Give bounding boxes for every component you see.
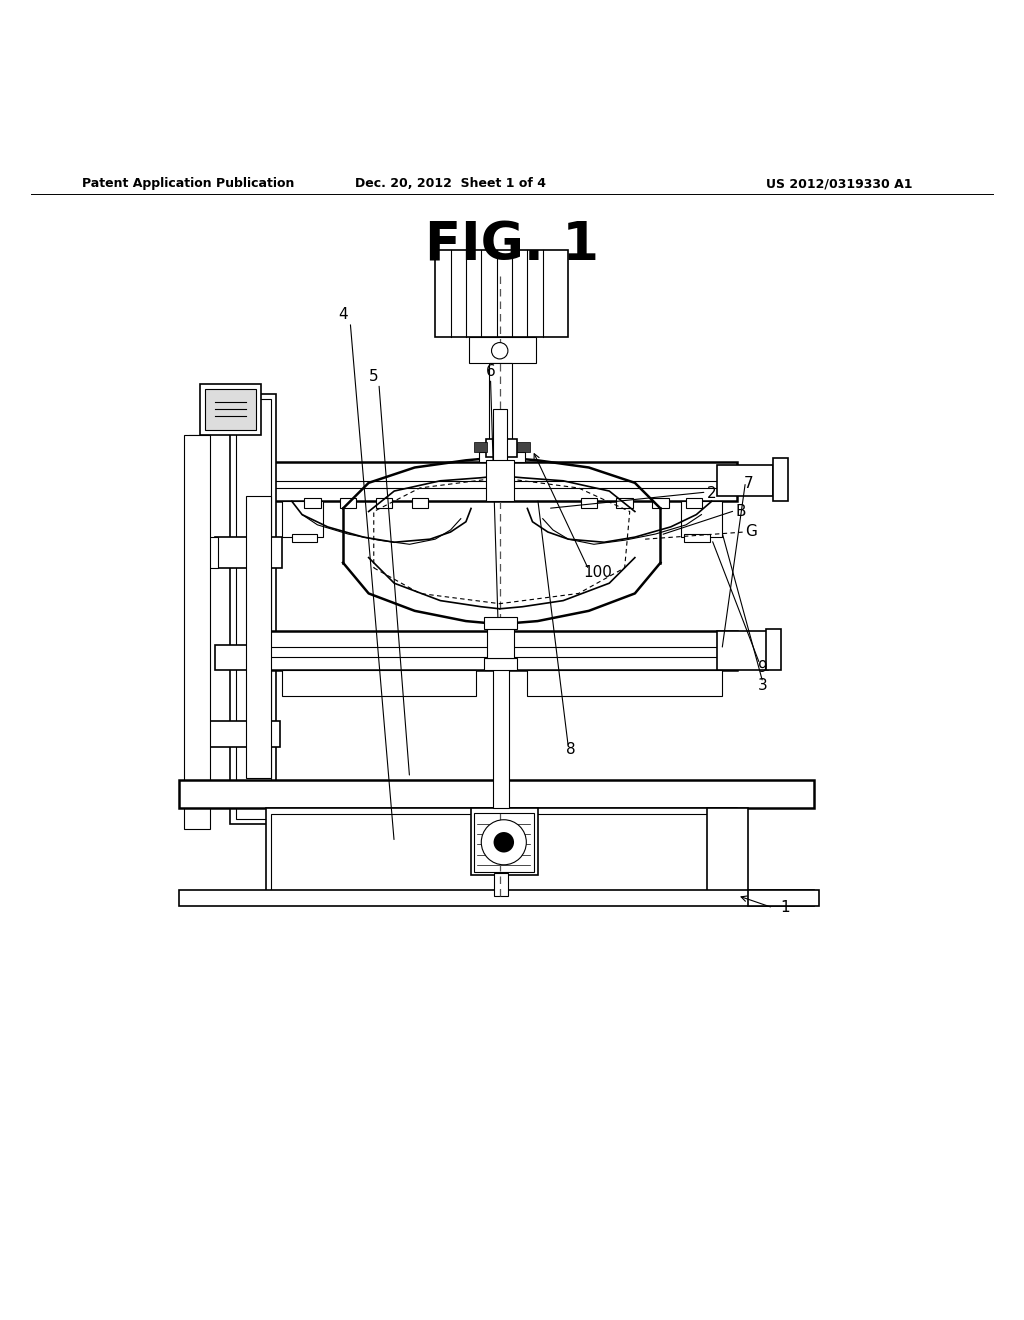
Bar <box>527 671 722 696</box>
Bar <box>205 388 256 429</box>
Bar <box>766 630 781 671</box>
Text: 1: 1 <box>780 900 790 915</box>
Bar <box>304 498 321 508</box>
Bar <box>215 644 282 671</box>
Bar <box>474 442 487 453</box>
Bar <box>282 671 476 696</box>
Bar <box>493 409 507 466</box>
Bar <box>487 627 514 657</box>
Bar <box>684 535 710 543</box>
Bar <box>686 498 702 508</box>
Bar <box>486 438 517 457</box>
Circle shape <box>481 820 526 865</box>
Text: 5: 5 <box>369 368 379 384</box>
Bar <box>652 498 669 508</box>
Bar <box>484 616 517 630</box>
Bar <box>493 665 509 808</box>
Text: FIG. 1: FIG. 1 <box>425 219 599 272</box>
Text: Dec. 20, 2012  Sheet 1 of 4: Dec. 20, 2012 Sheet 1 of 4 <box>355 177 546 190</box>
Text: US 2012/0319330 A1: US 2012/0319330 A1 <box>766 177 913 190</box>
Bar <box>494 873 508 895</box>
Bar <box>266 631 737 671</box>
Bar <box>681 502 722 537</box>
Text: 6: 6 <box>485 364 496 379</box>
Bar <box>184 434 210 829</box>
Circle shape <box>494 832 514 853</box>
Bar <box>200 384 261 434</box>
Bar <box>484 657 517 671</box>
Bar <box>616 498 633 508</box>
Bar <box>435 251 568 338</box>
Bar <box>474 813 534 873</box>
Circle shape <box>492 343 508 359</box>
Text: 9: 9 <box>758 660 768 675</box>
Bar <box>271 813 732 891</box>
Text: 4: 4 <box>338 308 348 322</box>
Bar <box>773 458 788 502</box>
Bar <box>200 722 280 747</box>
Text: 2: 2 <box>707 486 716 500</box>
Bar <box>481 444 524 462</box>
Bar <box>189 434 208 824</box>
Bar <box>517 442 530 453</box>
Bar <box>492 440 510 466</box>
Bar <box>230 393 276 824</box>
Bar <box>179 891 814 906</box>
Bar <box>376 498 392 508</box>
Bar <box>266 808 737 895</box>
Bar <box>486 461 514 502</box>
Bar <box>489 363 512 445</box>
Bar <box>184 783 809 805</box>
Text: G: G <box>745 524 758 540</box>
Bar <box>292 535 317 543</box>
Bar <box>717 631 768 671</box>
Bar <box>236 399 271 818</box>
Text: B: B <box>735 504 745 519</box>
Bar <box>340 498 356 508</box>
Bar <box>717 466 773 496</box>
Bar <box>748 891 819 906</box>
Text: 100: 100 <box>584 565 612 581</box>
Bar <box>276 466 732 498</box>
Bar <box>581 498 597 508</box>
Text: Patent Application Publication: Patent Application Publication <box>82 177 294 190</box>
Bar <box>282 502 323 537</box>
Text: 7: 7 <box>743 477 753 491</box>
Bar <box>215 537 282 568</box>
Bar <box>479 453 525 462</box>
Bar <box>707 808 748 895</box>
Bar <box>271 636 732 667</box>
Bar <box>246 496 271 777</box>
Bar <box>469 338 536 363</box>
Bar <box>200 537 218 568</box>
Bar <box>179 780 814 808</box>
Bar <box>412 498 428 508</box>
Bar <box>271 462 737 502</box>
Bar <box>495 667 507 807</box>
Bar <box>253 500 263 775</box>
Text: 3: 3 <box>758 678 768 693</box>
Bar <box>471 808 538 875</box>
Text: 8: 8 <box>566 742 575 756</box>
